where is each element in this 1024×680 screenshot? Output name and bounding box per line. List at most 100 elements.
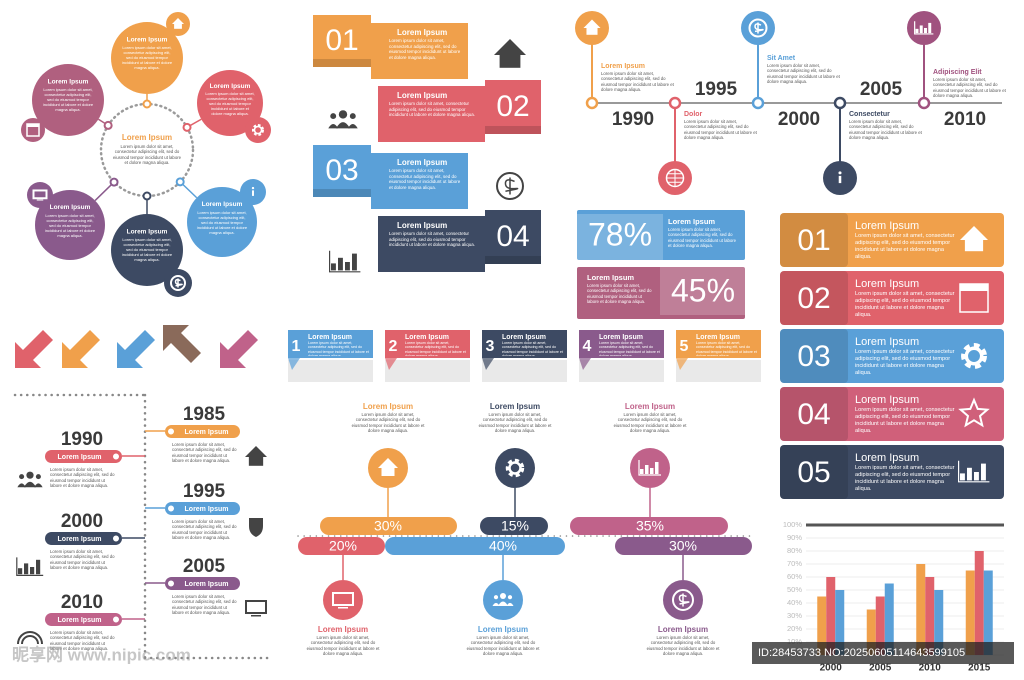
tab-tail [579, 358, 591, 370]
paragraph: Lorem ipsum dolor sit amet, consectetur … [44, 212, 96, 238]
bar [974, 551, 984, 655]
flow-pill [298, 537, 385, 555]
connector-dot [175, 177, 185, 187]
paragraph-box: Lorem ipsum dolor sit amet, consectetur … [467, 635, 540, 656]
paragraph: Lorem ipsum dolor sit amet, consectetur … [50, 549, 115, 571]
paragraph: Lorem ipsum dolor sit amet, consectetur … [42, 87, 94, 113]
icon-gear [253, 125, 263, 135]
flow-percent: 40% [489, 538, 517, 554]
icon-people [493, 595, 499, 600]
icon-coin [754, 22, 764, 34]
tab-reflection [482, 360, 567, 382]
paragraph: Lorem ipsum dolor sit amet, consectetur … [933, 77, 1006, 99]
paragraph: Lorem ipsum dolor sit amet, consectetur … [172, 519, 237, 541]
icon-badge [21, 118, 45, 142]
circle-node [35, 190, 105, 260]
center-title: Lorem Ipsum [122, 133, 172, 142]
icon-badge [323, 580, 363, 620]
y-tick-label: 40% [787, 598, 802, 607]
connector-dot [182, 122, 192, 132]
flow-percent: 30% [669, 538, 697, 554]
node-title: Lorem Ipsum [127, 229, 168, 236]
icon-house [381, 468, 395, 476]
paragraph: Lorem ipsum dolor sit amet, consectetur … [205, 91, 255, 117]
ribbon-title: Lorem Ipsum [397, 28, 447, 37]
tab-number: 1 [292, 338, 301, 355]
icon-monitor [32, 189, 48, 200]
timeline-year: 2010 [944, 109, 986, 130]
step-title: Lorem Ipsum [855, 394, 919, 406]
icon-shield [249, 518, 263, 537]
connector-dot [109, 177, 119, 187]
paragraph-box: Lorem ipsum dolor sit amet, consectetur … [308, 341, 369, 356]
vertical-pill [45, 450, 122, 463]
timeline-year: 2005 [860, 79, 903, 100]
icon-people [24, 481, 36, 488]
step-number: 02 [797, 282, 830, 315]
paragraph-box: Lorem ipsum dolor sit amet, consectetur … [933, 77, 1006, 99]
step-number-box [780, 213, 848, 267]
ribbon-shade [485, 256, 541, 264]
icon-chart [24, 563, 29, 575]
flow-pill [320, 517, 457, 535]
step-panel [780, 445, 1004, 499]
flow-title: Lorem Ipsum [478, 625, 528, 634]
paragraph: Lorem ipsum dolor sit amet, consectetur … [50, 630, 115, 652]
paragraph-box: Lorem ipsum dolor sit amet, consectetur … [352, 412, 425, 433]
paragraph-box: Lorem ipsum dolor sit amet, consectetur … [855, 465, 955, 492]
circle-node [197, 70, 263, 136]
icon-info [838, 171, 842, 175]
progress-percent: 45% [671, 272, 735, 308]
ribbon-title: Lorem Ipsum [397, 221, 447, 230]
progress-highlight [577, 214, 663, 260]
icon-chart [36, 559, 41, 575]
watermark-band [752, 642, 1014, 664]
step-number-box [780, 445, 848, 499]
paragraph-box: Lorem ipsum dolor sit amet, consectetur … [50, 549, 115, 571]
icon-house [245, 446, 267, 457]
icon-people [34, 483, 43, 488]
icon-house [499, 55, 521, 68]
vertical-year: 1995 [183, 481, 226, 502]
icon-coin [170, 275, 186, 291]
icon-badge [245, 117, 271, 143]
paragraph-box: Lorem ipsum dolor sit amet, consectetur … [389, 101, 475, 117]
vertical-pill-dot [167, 504, 175, 513]
paragraph: Lorem ipsum dolor sit amet, consectetur … [855, 349, 955, 376]
paragraph: Lorem ipsum dolor sit amet, consectetur … [405, 341, 466, 356]
paragraph: Lorem ipsum dolor sit amet, consectetur … [112, 144, 182, 166]
icon-chart [345, 262, 350, 271]
vertical-pill-dot [112, 452, 120, 461]
icon-people [338, 110, 348, 119]
paragraph: Lorem ipsum dolor sit amet, consectetur … [767, 63, 840, 85]
step-title: Lorem Ipsum [855, 452, 919, 464]
y-tick-label: 80% [787, 546, 802, 555]
vertical-pill [165, 577, 240, 590]
icon-badge [27, 182, 53, 208]
icon-badge [495, 448, 535, 488]
tab-tail [385, 358, 397, 370]
step-panel [780, 213, 1004, 267]
node-title: Lorem Ipsum [50, 204, 91, 211]
ribbon-number: 01 [325, 24, 358, 57]
vertical-year: 2005 [183, 556, 226, 577]
x-tick-label: 2000 [820, 663, 843, 674]
y-tick-label: 10% [787, 637, 802, 646]
step-number-box [780, 271, 848, 325]
timeline-label: Sit Amet [767, 55, 796, 62]
flow-pill [615, 537, 752, 555]
ribbon-number-box [485, 80, 541, 134]
ribbon-number: 04 [496, 220, 529, 253]
icon-badge [483, 580, 523, 620]
icon-coin [678, 593, 690, 607]
paragraph-box: Lorem ipsum dolor sit amet, consectetur … [122, 45, 172, 70]
connector-dot [103, 120, 113, 130]
paragraph: Lorem ipsum dolor sit amet, consectetur … [196, 209, 248, 235]
x-tick-label: 2005 [869, 663, 892, 674]
vertical-pill-dot [112, 534, 120, 543]
node-title: Lorem Ipsum [127, 37, 168, 44]
paragraph-box: Lorem ipsum dolor sit amet, consectetur … [647, 635, 720, 656]
icon-monitor [338, 607, 348, 609]
icon-chart [640, 469, 644, 474]
